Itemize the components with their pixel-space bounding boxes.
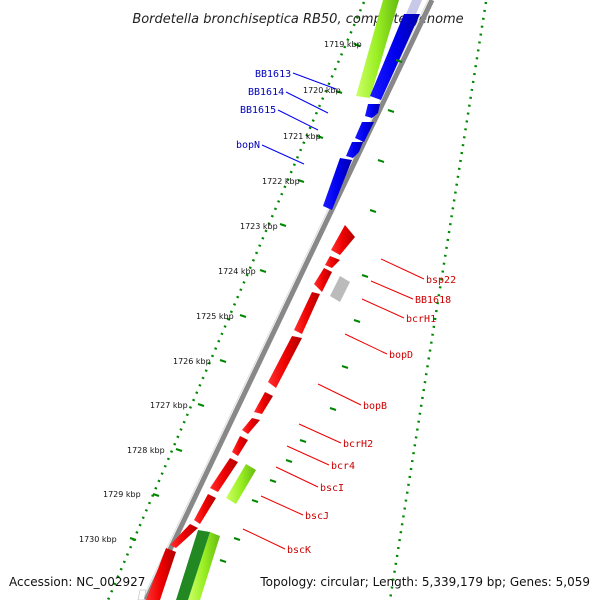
gene-label-bsp22[interactable]: bsp22: [426, 275, 456, 286]
left-gene-labels: BB1613 BB1614 BB1615 bopN: [236, 69, 337, 165]
gene-label-bb1618[interactable]: BB1618: [415, 295, 451, 306]
gene-bopD: [294, 292, 320, 334]
gene-bscI: [232, 436, 248, 456]
gene-bb1613: [370, 14, 420, 100]
gene-bopN-a: [346, 142, 363, 158]
leader-line: [298, 423, 342, 444]
tick-mark: [297, 179, 305, 183]
gene-label-bscI[interactable]: bscI: [320, 483, 344, 494]
leader-line: [285, 91, 329, 114]
gene-bopN-b: [323, 158, 352, 210]
accession-text: Accession: NC_002927: [9, 575, 145, 589]
tick-mark: [279, 223, 287, 227]
gene-lime-bottom: [188, 532, 220, 600]
tick-group: 1719 kbp 1720 kbp 1721 kbp 1722 kbp 1723…: [79, 40, 362, 544]
leader-line: [277, 109, 319, 131]
gene-bscK: [194, 494, 216, 524]
leader-line: [370, 280, 414, 300]
gene-lime-mid: [226, 464, 256, 504]
gene-darkgreen-bottom: [176, 530, 210, 600]
leader-line: [260, 495, 304, 516]
tick-label: 1729 kbp: [103, 490, 141, 499]
gene-bb1618: [330, 276, 350, 302]
leader-line: [361, 298, 405, 319]
right-gene-labels: bsp22 BB1618 bcrH1 bopD bopB bcrH2 bcr4 …: [242, 258, 456, 556]
tick-mark: [335, 90, 343, 94]
tick-mark: [129, 537, 137, 541]
leader-line: [242, 528, 286, 550]
leader-line: [380, 258, 425, 280]
tick-label: 1726 kbp: [173, 357, 211, 366]
tick-label: 1723 kbp: [240, 222, 278, 231]
gene-red-2: [325, 256, 340, 268]
tick-label: 1721 kbp: [283, 132, 321, 141]
gene-label-bcr4[interactable]: bcr4: [331, 461, 355, 472]
tick-mark: [152, 493, 160, 497]
gene-bsp22: [331, 225, 355, 255]
gene-label-bopD[interactable]: bopD: [389, 350, 413, 361]
gene-hypothetical-top: [406, 0, 422, 14]
tick-label: 1728 kbp: [127, 446, 165, 455]
gene-label-bscJ[interactable]: bscJ: [305, 511, 329, 522]
marker-bottom: [137, 589, 147, 600]
gene-lime-top: [356, 0, 399, 98]
tick-mark: [316, 135, 324, 139]
minor-ticks-right: [219, 59, 403, 563]
leader-line: [275, 466, 319, 488]
gene-label-bcrH2[interactable]: bcrH2: [343, 439, 373, 450]
gene-bopB: [268, 336, 302, 388]
gene-label-bb1615[interactable]: BB1615: [240, 105, 276, 116]
tick-mark: [259, 269, 267, 273]
tick-label: 1730 kbp: [79, 535, 117, 544]
gene-bscJ: [210, 458, 238, 492]
tick-label: 1722 kbp: [262, 177, 300, 186]
tick-label: 1719 kbp: [324, 40, 362, 49]
gene-red-11: [170, 524, 198, 548]
gene-label-bopN[interactable]: bopN: [236, 140, 260, 151]
tick-label: 1727 kbp: [150, 401, 188, 410]
gc-track-outer: [388, 1, 488, 600]
genome-backbone-highlight: [141, 0, 429, 600]
genome-backbone: [143, 0, 435, 600]
gene-bb1614: [365, 104, 380, 118]
gene-bcrH1: [314, 268, 332, 292]
gene-label-bscK[interactable]: bscK: [287, 545, 311, 556]
leader-line: [261, 144, 305, 165]
tick-mark: [175, 448, 183, 452]
tick-mark: [239, 314, 247, 318]
gene-label-bcrH1[interactable]: bcrH1: [406, 314, 436, 325]
gene-bcrH2: [254, 392, 273, 414]
tick-label: 1725 kbp: [196, 312, 234, 321]
leader-line: [317, 383, 362, 406]
leader-line: [344, 333, 388, 355]
gene-label-bb1613[interactable]: BB1613: [255, 69, 291, 80]
tick-mark: [219, 359, 227, 363]
leader-line: [286, 445, 330, 466]
tick-label: 1720 kbp: [303, 86, 341, 95]
gene-label-bopB[interactable]: bopB: [363, 401, 387, 412]
gene-bb1615: [355, 122, 374, 142]
gene-label-bb1614[interactable]: BB1614: [248, 87, 284, 98]
leader-line: [292, 72, 337, 90]
tick-label: 1724 kbp: [218, 267, 256, 276]
gene-red-12: [146, 548, 176, 600]
tick-mark: [197, 403, 205, 407]
gene-bcr4: [242, 418, 260, 434]
tick-mark: [353, 43, 361, 47]
topology-text: Topology: circular; Length: 5,339,179 bp…: [259, 575, 590, 589]
